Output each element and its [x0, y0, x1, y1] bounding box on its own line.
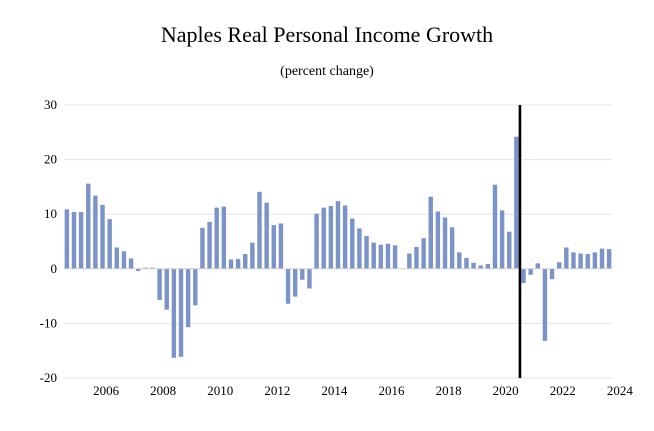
bar — [521, 268, 526, 283]
bar — [328, 206, 334, 269]
bar — [542, 268, 548, 341]
bar — [442, 217, 448, 269]
bar — [78, 212, 84, 269]
bar — [114, 247, 120, 269]
y-tick-label: 20 — [44, 152, 57, 167]
bar — [378, 244, 384, 269]
bar — [350, 218, 355, 269]
y-axis-ticks: 30 20 10 0 -10 -20 — [40, 97, 57, 385]
bar — [136, 268, 141, 271]
bar — [571, 252, 576, 269]
bar — [292, 268, 298, 297]
bar — [143, 267, 148, 269]
bar — [385, 243, 391, 269]
bar — [599, 248, 605, 269]
bar — [485, 263, 491, 269]
x-tick-label: 2022 — [550, 383, 576, 398]
bar — [371, 242, 376, 269]
bar — [278, 223, 284, 269]
bar — [93, 195, 98, 269]
bar — [392, 245, 398, 269]
y-tick-label: 30 — [44, 97, 57, 112]
bar — [178, 268, 184, 357]
bar — [414, 246, 419, 269]
bar — [428, 196, 433, 269]
bar — [407, 253, 412, 269]
bar-series — [64, 136, 612, 358]
bar — [435, 211, 441, 269]
bar — [207, 221, 212, 269]
bar — [585, 254, 590, 269]
bar — [271, 225, 276, 269]
x-axis-ticks: 2006 2008 2010 2012 2014 2016 2018 2020 2022 2024 — [93, 383, 633, 398]
x-tick-label: 2014 — [321, 383, 348, 398]
bar — [243, 254, 248, 269]
y-tick-label: -20 — [40, 370, 57, 385]
bar — [464, 257, 469, 269]
bar — [514, 136, 519, 269]
bar — [300, 268, 305, 280]
x-tick-label: 2020 — [493, 383, 519, 398]
bar — [121, 251, 127, 269]
bar — [100, 204, 105, 269]
bar — [606, 249, 612, 269]
bar — [257, 191, 262, 269]
chart-subtitle: (percent change) — [280, 64, 374, 79]
bar — [193, 268, 198, 306]
bar — [528, 268, 533, 275]
bar — [164, 268, 169, 310]
x-tick-label: 2018 — [436, 383, 462, 398]
bar — [549, 268, 555, 280]
bar — [556, 262, 562, 269]
y-tick-label: -10 — [40, 315, 57, 330]
y-tick-label: 10 — [44, 206, 57, 221]
bar — [342, 205, 348, 269]
bar — [307, 268, 312, 289]
bar — [364, 236, 369, 269]
bar — [507, 231, 512, 269]
bar — [285, 268, 291, 304]
bar — [250, 242, 255, 269]
bar — [535, 263, 540, 269]
bar — [478, 265, 483, 269]
bar — [171, 268, 177, 358]
x-tick-label: 2024 — [607, 383, 634, 398]
bar — [86, 183, 91, 269]
bar — [185, 268, 191, 328]
bar — [314, 213, 319, 269]
bar — [150, 267, 155, 269]
y-tick-label: 0 — [51, 261, 58, 276]
bar — [457, 252, 462, 269]
bar — [200, 227, 205, 269]
bar — [107, 219, 112, 269]
bar — [592, 252, 598, 269]
bar — [421, 238, 426, 269]
bar — [335, 201, 341, 269]
bar — [228, 259, 234, 269]
bar — [157, 268, 162, 300]
bar — [492, 184, 498, 269]
bar — [221, 206, 227, 269]
bar — [64, 209, 70, 269]
bar — [71, 212, 77, 269]
x-tick-label: 2012 — [264, 383, 290, 398]
bar — [578, 253, 583, 269]
chart-title: Naples Real Personal Income Growth — [160, 22, 494, 47]
x-tick-label: 2008 — [150, 383, 176, 398]
x-tick-label: 2006 — [93, 383, 120, 398]
bar — [471, 262, 476, 269]
bar — [321, 207, 326, 269]
bar — [564, 247, 569, 269]
x-tick-label: 2016 — [379, 383, 406, 398]
bar — [128, 258, 134, 269]
bar — [449, 227, 455, 269]
bar — [357, 228, 362, 269]
bar — [235, 258, 241, 269]
bar — [264, 202, 269, 269]
bar — [214, 207, 219, 269]
x-tick-label: 2010 — [207, 383, 233, 398]
bar — [499, 210, 505, 269]
